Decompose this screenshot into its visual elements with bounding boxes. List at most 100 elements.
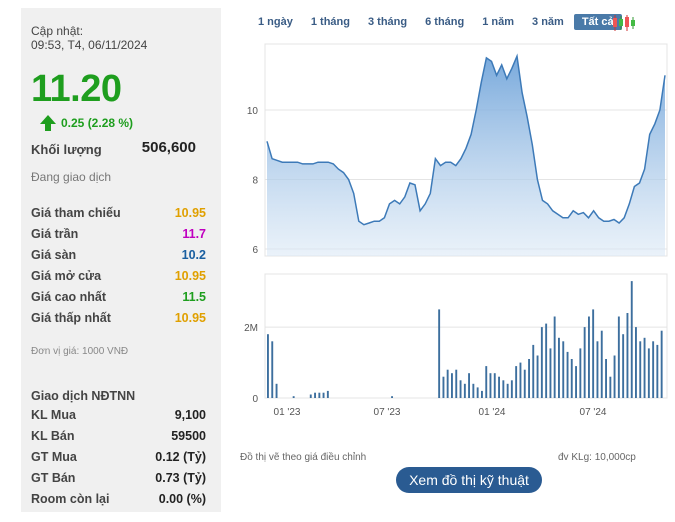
foreign-row-label: KL Bán: [31, 429, 75, 443]
volume-bar: [588, 316, 590, 398]
volume-bar: [523, 369, 526, 398]
tab-3-years[interactable]: 3 năm: [532, 16, 564, 28]
price-row-label: Giá cao nhất: [31, 290, 107, 304]
foreign-row-label: GT Mua: [31, 450, 77, 464]
price-row-ceiling: Giá trần 11.7: [31, 227, 206, 245]
volume-bar: [558, 337, 560, 398]
adjusted-price-note: Đồ thị vẽ theo giá điều chỉnh: [240, 452, 367, 463]
volume-bar: [592, 309, 595, 398]
trading-status: Đang giao dịch: [31, 170, 112, 184]
volume-bar: [481, 390, 483, 398]
volume-bar: [515, 366, 518, 398]
price-row-floor: Giá sàn 10.2: [31, 248, 206, 266]
price-row-label: Giá mở cửa: [31, 269, 102, 283]
tab-3-months[interactable]: 3 tháng: [367, 16, 408, 28]
price-row-value: 11.7: [182, 227, 206, 241]
foreign-row-label: Room còn lại: [31, 492, 110, 506]
price-y-tick-label: 10: [247, 106, 259, 117]
volume-bar: [506, 383, 509, 398]
price-chart: 10 8 6: [247, 43, 668, 257]
volume-bar: [489, 373, 492, 398]
volume-bar: [622, 334, 625, 398]
volume-bar: [643, 337, 646, 398]
foreign-row-value: 0.73 (Tỷ): [155, 471, 206, 485]
tab-1-month[interactable]: 1 tháng: [310, 16, 350, 28]
foreign-row-label: KL Mua: [31, 408, 76, 422]
price-row-label: Giá sàn: [31, 248, 77, 262]
x-tick-label: 01 '23: [274, 407, 301, 418]
price-row-low: Giá thấp nhất 10.95: [31, 311, 206, 329]
volume-bar: [442, 376, 445, 398]
volume-bar: [656, 344, 659, 398]
price-line: [266, 53, 666, 226]
volume-bar: [553, 316, 556, 398]
current-price: 11.20: [31, 68, 122, 110]
volume-bar: [510, 380, 513, 398]
price-y-tick-label: 8: [252, 176, 258, 187]
tab-1-day[interactable]: 1 ngày: [258, 16, 293, 28]
volume-value: 506,600: [141, 139, 196, 156]
volume-bar: [528, 359, 530, 398]
volume-bar: [455, 369, 458, 398]
volume-bar: [652, 341, 655, 398]
volume-bar: [583, 327, 586, 398]
change-value: 0.25 (2.28 %): [61, 116, 134, 130]
volume-bar: [613, 355, 616, 398]
price-change: 0.25 (2.28 %): [39, 114, 133, 132]
volume-y-tick-label: 0: [252, 394, 258, 405]
foreign-row: GT Mua 0.12 (Tỷ): [31, 450, 206, 468]
volume-bar: [275, 383, 278, 398]
price-row-label: Giá thấp nhất: [31, 311, 111, 325]
price-y-tick-label: 6: [252, 245, 258, 256]
volume-bar: [630, 281, 633, 398]
volume-bar: [493, 373, 496, 398]
volume-bar: [617, 316, 620, 398]
volume-bar: [292, 396, 295, 398]
price-row-label: Giá tham chiếu: [31, 206, 121, 220]
update-time: 09:53, T4, 06/11/2024: [31, 38, 148, 52]
price-unit-note: Đơn vị giá: 1000 VNĐ: [31, 346, 129, 357]
technical-chart-button[interactable]: Xem đồ thị kỹ thuật: [396, 467, 542, 493]
volume-bar: [519, 362, 522, 398]
price-row-value: 10.95: [174, 311, 206, 325]
volume-bar: [609, 376, 612, 398]
tab-6-months[interactable]: 6 tháng: [425, 16, 465, 28]
tab-all[interactable]: Tất cả: [573, 14, 622, 30]
price-row-label: Giá trần: [31, 227, 79, 241]
foreign-row: KL Bán 59500: [31, 429, 206, 447]
foreign-row-value: 9,100: [174, 408, 206, 422]
up-arrow-icon: [40, 115, 56, 131]
tab-1-year[interactable]: 1 năm: [482, 16, 515, 28]
price-area: [267, 56, 665, 257]
x-tick-label: 07 '24: [580, 407, 607, 418]
volume-bar: [579, 348, 582, 398]
volume-bar: [498, 376, 500, 398]
volume-unit-note: đv KLg: 10,000cp: [558, 452, 636, 463]
x-tick-label: 01 '24: [479, 407, 506, 418]
volume-chart: 2M 0 01 '23 07 '23 01 '24 07 '24: [244, 273, 668, 418]
foreign-row: GT Bán 0.73 (Tỷ): [31, 471, 206, 489]
foreign-trading-title: Giao dịch NĐTNN: [31, 389, 136, 403]
foreign-row-value: 59500: [171, 429, 206, 443]
price-row-value: 11.5: [182, 290, 206, 304]
x-tick-label: 07 '23: [374, 407, 401, 418]
foreign-row-value: 0.12 (Tỷ): [155, 450, 206, 464]
volume-bar: [566, 351, 569, 398]
volume-bar: [446, 369, 449, 398]
volume-bar: [570, 359, 573, 398]
volume-bar: [391, 396, 393, 398]
volume-bar: [532, 344, 535, 398]
volume-bar: [463, 383, 466, 398]
stock-info-panel: Cập nhật: 09:53, T4, 06/11/2024 11.20 0.…: [21, 8, 221, 512]
volume-y-tick-label: 2M: [244, 323, 258, 334]
price-row-value: 10.2: [181, 248, 206, 262]
candlestick-icon[interactable]: [612, 14, 636, 32]
volume-bar: [309, 394, 312, 398]
volume-bar: [271, 341, 274, 398]
volume-bar: [600, 330, 603, 398]
volume-bar: [647, 348, 650, 398]
foreign-row-value: 0.00 (%): [158, 492, 206, 506]
volume-bar: [502, 380, 505, 398]
volume-bar: [485, 366, 488, 398]
volume-bar: [318, 392, 321, 398]
